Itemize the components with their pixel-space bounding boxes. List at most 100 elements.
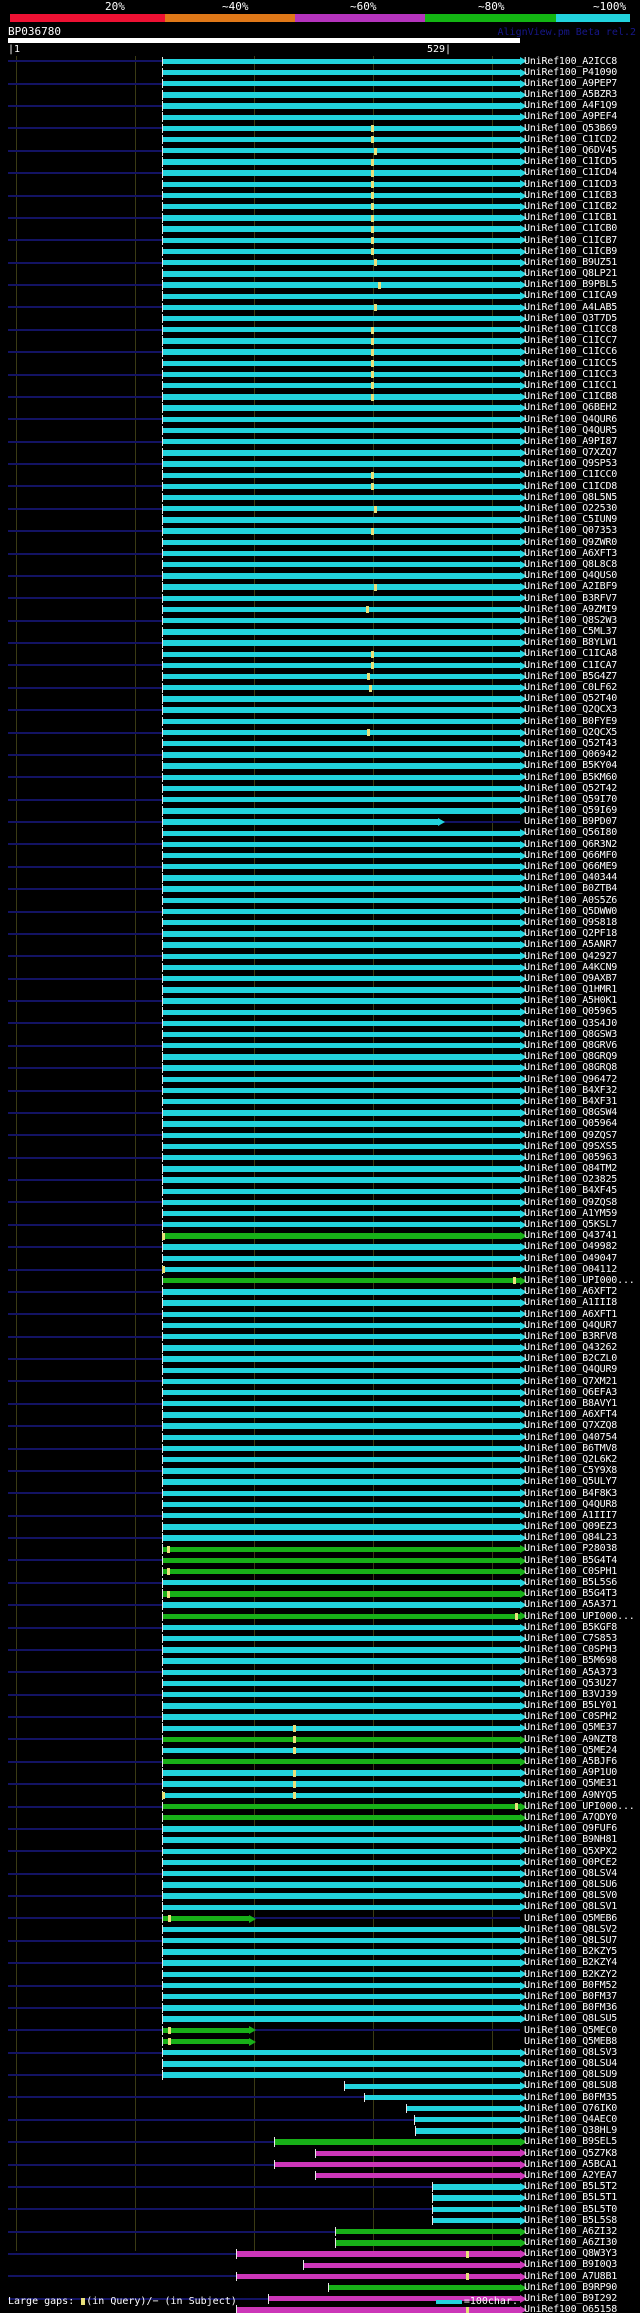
hit-label[interactable]: UniRef100_A6ZI30 <box>524 2237 618 2249</box>
hit-row[interactable]: UniRef100_P41090 <box>0 67 640 78</box>
hit-label[interactable]: UniRef100_A5BCA1 <box>524 2158 618 2170</box>
hit-label[interactable]: UniRef100_Q6BEH2 <box>524 402 618 414</box>
hit-row[interactable]: UniRef100_Q4QUS0 <box>0 570 640 582</box>
hit-label[interactable]: UniRef100_B2KZY4 <box>524 1957 618 1969</box>
hit-label[interactable]: UniRef100_B0FYE9 <box>524 715 618 727</box>
hit-row[interactable]: UniRef100_UPI000... <box>0 1801 640 1812</box>
hit-row[interactable]: UniRef100_Q9SXS5 <box>0 1141 640 1152</box>
hsp-bar[interactable] <box>162 1982 520 1989</box>
hit-label[interactable]: UniRef100_Q3T7D5 <box>524 312 618 324</box>
hit-row[interactable]: UniRef100_Q5Z7K8 <box>0 2148 640 2159</box>
hit-label[interactable]: UniRef100_B0ZTB4 <box>524 883 618 895</box>
hit-row[interactable]: UniRef100_Q43741 <box>0 1230 640 1242</box>
hit-row[interactable]: UniRef100_B3VJ39 <box>0 1689 640 1700</box>
hit-label[interactable]: UniRef100_A4LAB5 <box>524 301 618 313</box>
hit-row[interactable]: UniRef100_Q8LSV1 <box>0 1901 640 1913</box>
hit-label[interactable]: UniRef100_C1ICB2 <box>524 200 618 212</box>
hit-label[interactable]: UniRef100_O49982 <box>524 1241 618 1253</box>
hit-row[interactable]: UniRef100_C1ICA8 <box>0 648 640 660</box>
hit-label[interactable]: UniRef100_A6XFT1 <box>524 1308 618 1320</box>
hit-label[interactable]: UniRef100_B5KGF8 <box>524 1621 618 1633</box>
hit-label[interactable]: UniRef100_Q8LSV0 <box>524 1890 618 1902</box>
hit-row[interactable]: UniRef100_C1ICD3 <box>0 179 640 190</box>
hsp-bar[interactable] <box>162 517 520 523</box>
hsp-bar[interactable] <box>162 1322 520 1329</box>
hit-label[interactable]: UniRef100_B5L5S6 <box>524 1577 618 1588</box>
hsp-bar[interactable] <box>162 1613 520 1620</box>
hit-row[interactable]: UniRef100_B0FM37 <box>0 1991 640 2002</box>
hit-row[interactable]: UniRef100_A2ICC8 <box>0 56 640 67</box>
hit-row[interactable]: UniRef100_Q4QUR9 <box>0 1364 640 1376</box>
hsp-bar[interactable] <box>162 1154 520 1161</box>
hit-row[interactable]: UniRef100_C1ICD4 <box>0 167 640 179</box>
hit-row[interactable]: UniRef100_Q5XPX2 <box>0 1846 640 1857</box>
hit-row[interactable]: UniRef100_Q43262 <box>0 1342 640 1354</box>
hsp-bar[interactable] <box>162 1501 520 1508</box>
hit-row[interactable]: UniRef100_Q9SP53 <box>0 458 640 470</box>
hit-label[interactable]: UniRef100_O04112 <box>524 1263 618 1275</box>
hit-row[interactable]: UniRef100_C1ICC6 <box>0 346 640 358</box>
hsp-bar[interactable] <box>162 1009 520 1015</box>
hit-label[interactable]: UniRef100_C1ICC7 <box>524 335 618 347</box>
hit-label[interactable]: UniRef100_Q05964 <box>524 1118 618 1130</box>
hsp-bar[interactable] <box>162 964 520 971</box>
hit-row[interactable]: UniRef100_B0FM36 <box>0 2002 640 2014</box>
hit-row[interactable]: UniRef100_C1ICB7 <box>0 235 640 246</box>
hit-row[interactable]: UniRef100_Q38HL9 <box>0 2125 640 2137</box>
hit-row[interactable]: UniRef100_A6XFT4 <box>0 1409 640 1421</box>
hit-label[interactable]: UniRef100_A1YM59 <box>524 1207 618 1219</box>
hit-label[interactable]: UniRef100_Q9ZQS8 <box>524 1196 618 1208</box>
hit-label[interactable]: UniRef100_C1ICB3 <box>524 189 618 201</box>
hit-row[interactable]: UniRef100_Q5MEC0 <box>0 2025 640 2036</box>
hit-row[interactable]: UniRef100_A5BZR3 <box>0 89 640 101</box>
hsp-bar[interactable] <box>162 450 520 456</box>
hit-row[interactable]: UniRef100_Q05965 <box>0 1006 640 1018</box>
hit-row[interactable]: UniRef100_Q4QUR6 <box>0 414 640 425</box>
hit-row[interactable]: UniRef100_UPI000... <box>0 1275 640 1286</box>
hit-label[interactable]: UniRef100_Q84L23 <box>524 1532 618 1544</box>
hit-label[interactable]: UniRef100_C1ICA9 <box>524 290 618 302</box>
hsp-bar[interactable] <box>162 808 520 814</box>
hsp-bar[interactable] <box>162 360 520 367</box>
hsp-bar[interactable] <box>162 1882 520 1888</box>
hsp-bar[interactable] <box>162 427 520 434</box>
hsp-bar[interactable] <box>344 2083 520 2089</box>
hit-label[interactable]: UniRef100_A6XFT3 <box>524 547 618 559</box>
hsp-bar[interactable] <box>162 1960 520 1966</box>
hit-row[interactable]: UniRef100_C1ICA9 <box>0 290 640 302</box>
hit-label[interactable]: UniRef100_Q4QUS0 <box>524 570 618 582</box>
hit-label[interactable]: UniRef100_Q9SP53 <box>524 458 618 470</box>
hit-row[interactable]: UniRef100_B5L5T2 <box>0 2181 640 2193</box>
hsp-bar[interactable] <box>162 1177 520 1183</box>
hsp-bar[interactable] <box>162 975 520 982</box>
hit-row[interactable]: UniRef100_Q9FUF6 <box>0 1823 640 1835</box>
hsp-bar[interactable] <box>162 1747 520 1754</box>
hit-row[interactable]: UniRef100_Q6EFA3 <box>0 1387 640 1398</box>
hit-label[interactable]: UniRef100_B5M698 <box>524 1655 618 1667</box>
hsp-bar[interactable] <box>162 394 520 400</box>
hit-label[interactable]: UniRef100_Q8LSU7 <box>524 1935 618 1946</box>
hsp-bar[interactable] <box>162 550 520 557</box>
hit-row[interactable]: UniRef100_Q3S4J0 <box>0 1018 640 1029</box>
hit-row[interactable]: UniRef100_Q8W3Y3 <box>0 2248 640 2260</box>
hsp-bar[interactable] <box>235 2273 520 2280</box>
hsp-bar[interactable] <box>162 371 520 378</box>
hsp-bar[interactable] <box>162 920 520 926</box>
hsp-bar[interactable] <box>162 1490 520 1496</box>
hit-row[interactable]: UniRef100_B5L5S8 <box>0 2215 640 2226</box>
hsp-bar[interactable] <box>162 1087 520 1094</box>
hit-row[interactable]: UniRef100_B2KZY2 <box>0 1969 640 1980</box>
hsp-bar[interactable] <box>162 1300 520 1306</box>
hit-row[interactable]: UniRef100_Q40344 <box>0 872 640 884</box>
hsp-bar[interactable] <box>162 2038 250 2045</box>
hit-label[interactable]: UniRef100_A9PI87 <box>524 435 618 447</box>
hit-row[interactable]: UniRef100_A7QDY0 <box>0 1812 640 1823</box>
hsp-bar[interactable] <box>162 1848 520 1854</box>
hit-row[interactable]: UniRef100_A5ANR7 <box>0 939 640 951</box>
hit-row[interactable]: UniRef100_B5L5T1 <box>0 2192 640 2204</box>
hit-label[interactable]: UniRef100_Q8S2W3 <box>524 614 618 626</box>
hit-row[interactable]: UniRef100_A2YEA7 <box>0 2170 640 2181</box>
hsp-bar[interactable] <box>162 1378 520 1385</box>
hit-row[interactable]: UniRef100_C1ICC7 <box>0 335 640 347</box>
hsp-bar[interactable] <box>162 1020 520 1027</box>
